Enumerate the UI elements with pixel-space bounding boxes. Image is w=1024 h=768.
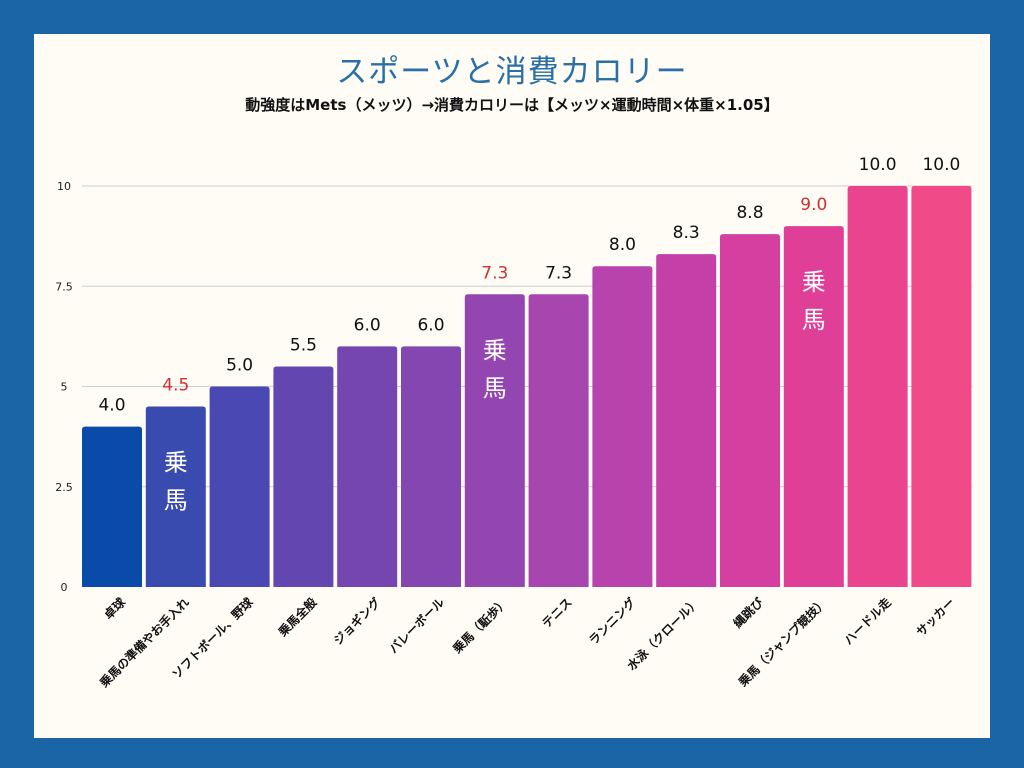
- bar: [401, 346, 461, 587]
- bar: [720, 234, 780, 587]
- in-bar-annotation: 乗: [483, 336, 507, 364]
- data-label: 8.0: [609, 235, 636, 255]
- in-bar-annotation: 馬: [802, 306, 826, 334]
- x-tick-label: 乗馬（駈歩）: [449, 595, 511, 657]
- x-tick-label: 卓球: [101, 594, 129, 622]
- in-bar-annotation: 乗: [164, 449, 188, 477]
- data-label: 4.5: [162, 376, 189, 396]
- bar: [911, 186, 972, 587]
- bar: [656, 254, 717, 588]
- data-label: 5.0: [226, 356, 253, 376]
- data-label: 6.0: [417, 315, 444, 335]
- bar: [783, 226, 844, 587]
- data-label: 7.3: [481, 263, 508, 283]
- data-label: 8.8: [736, 203, 763, 223]
- chart-card: スポーツと消費カロリー 動強度はMets（メッツ）→消費カロリーは【メッツ×運動…: [34, 34, 990, 738]
- y-tick-label: 2.5: [55, 481, 73, 494]
- y-tick-label: 7.5: [55, 280, 73, 293]
- in-bar-annotation: 馬: [483, 374, 507, 402]
- x-tick-label: 縄跳び: [730, 594, 767, 631]
- bar: [464, 294, 525, 587]
- y-tick-label: 10: [57, 180, 71, 193]
- data-label: 10.0: [922, 155, 960, 175]
- chart-title: スポーツと消費カロリー: [336, 54, 688, 90]
- data-label: 7.3: [545, 263, 572, 283]
- x-tick-label: テニス: [539, 595, 574, 630]
- bar: [528, 294, 589, 587]
- bar: [273, 366, 334, 587]
- x-tick-label: ハードル走: [841, 595, 894, 648]
- x-tick-label: 乗馬全般: [275, 595, 320, 640]
- bar: [82, 426, 142, 587]
- data-label: 10.0: [859, 155, 897, 175]
- bar-chart: 02.557.5104.0卓球4.5乗馬乗馬の準備やお手入れ5.0ソフトボール、…: [55, 155, 972, 690]
- x-tick-label: ランニング: [585, 595, 638, 648]
- x-tick-label: バレーボール: [386, 595, 448, 657]
- in-bar-annotation: 馬: [164, 487, 188, 515]
- data-label: 4.0: [98, 396, 125, 416]
- data-label: 9.0: [800, 195, 827, 215]
- data-label: 5.5: [290, 335, 317, 355]
- bar: [592, 266, 653, 587]
- bar: [209, 386, 270, 587]
- data-label: 6.0: [354, 315, 381, 335]
- x-tick-label: ジョギング: [330, 595, 383, 648]
- bar: [847, 186, 908, 587]
- bar: [337, 346, 398, 587]
- bar: [145, 406, 206, 587]
- x-tick-label: サッカー: [914, 595, 958, 639]
- in-bar-annotation: 乗: [802, 268, 826, 296]
- data-label: 8.3: [673, 223, 700, 243]
- y-tick-label: 0: [61, 581, 68, 594]
- y-tick-label: 5: [61, 381, 68, 394]
- chart-subtitle: 動強度はMets（メッツ）→消費カロリーは【メッツ×運動時間×体重×1.05】: [245, 96, 779, 114]
